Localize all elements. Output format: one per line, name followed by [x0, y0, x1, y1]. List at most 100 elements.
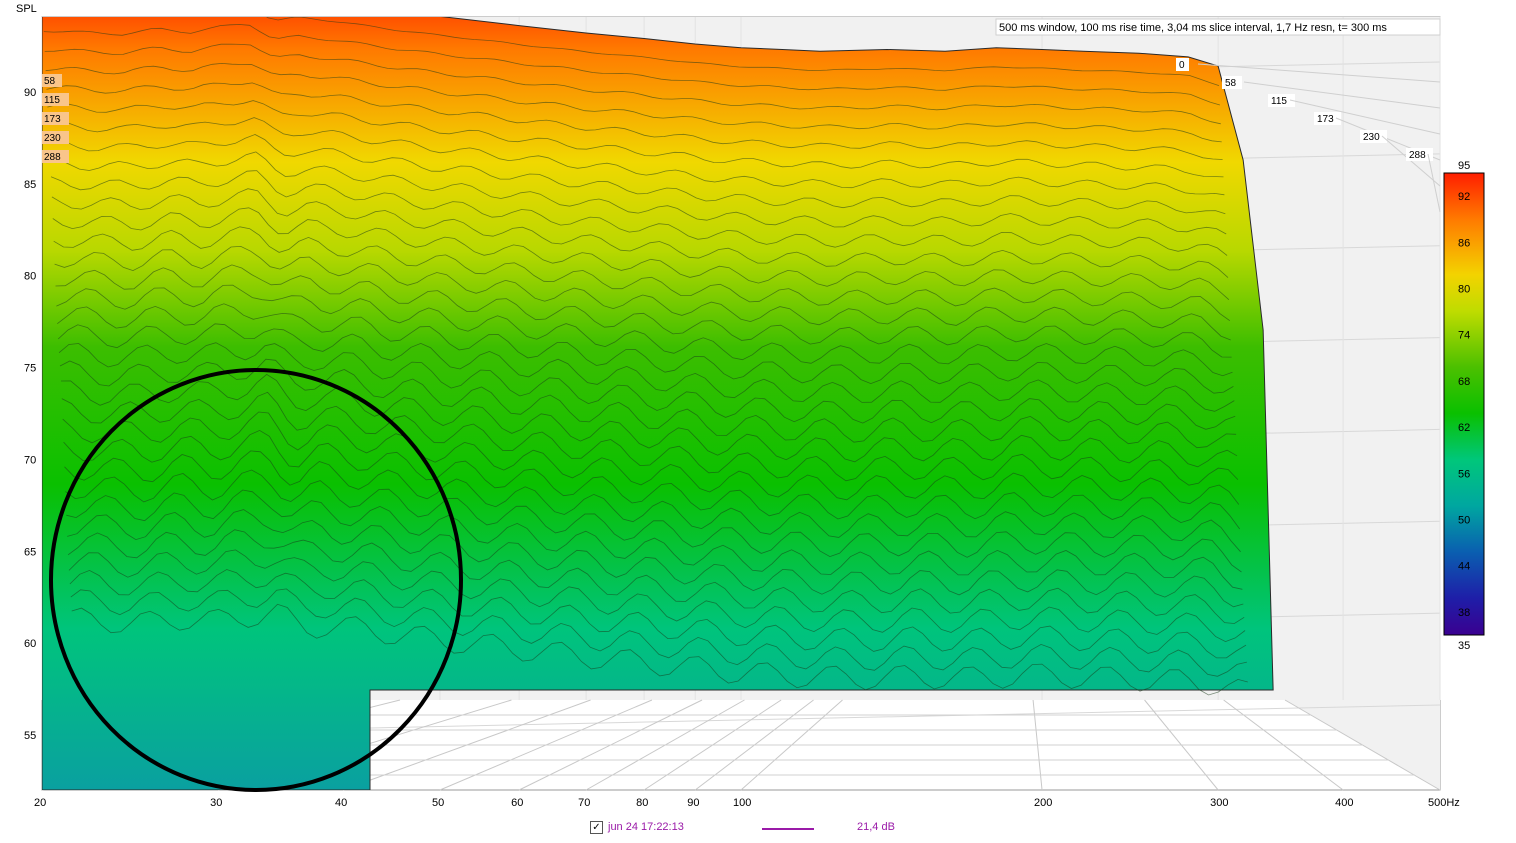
info-box [995, 18, 1441, 36]
x-tick-label: 200 [1034, 797, 1052, 809]
slice-line [46, 82, 1223, 160]
time-mark-box [42, 93, 69, 106]
info-text: 500 ms window, 100 ms rise time, 3,04 ms… [999, 22, 1387, 34]
slice-line [63, 429, 1241, 530]
series-color-swatch [762, 828, 814, 830]
slice-line [57, 323, 1235, 412]
x-tick-label: 20 [34, 797, 46, 809]
time-tick-box [1222, 76, 1242, 89]
y-tick-label: 55 [24, 730, 36, 742]
y-tick-label: 85 [24, 179, 36, 191]
series-checkbox[interactable]: ✓ [590, 821, 603, 834]
colorscale-tick-label: 80 [1458, 284, 1470, 296]
surface-body [42, 17, 1274, 790]
slice-line [48, 117, 1225, 196]
y-tick-label: 80 [24, 271, 36, 283]
slice-line [52, 207, 1230, 300]
slice-line [62, 411, 1240, 505]
slice-contours [43, 17, 1248, 696]
slice-line [67, 529, 1245, 624]
time-tick-box [1176, 58, 1189, 71]
colorscale-tick-label: 62 [1458, 422, 1470, 434]
colorscale-tick-label: 44 [1458, 561, 1470, 573]
time-mark-box [42, 74, 62, 87]
slice-line [53, 226, 1231, 322]
x-tick-label: 50 [432, 797, 444, 809]
time-tick-box [1406, 148, 1433, 161]
time-tick-box [1314, 112, 1341, 125]
time-tick-box [1360, 130, 1387, 143]
colorscale-tick-label: 74 [1458, 330, 1470, 342]
slice-line [55, 264, 1232, 358]
time-axis-ticks: 0 58 115 173 230 288 [1176, 58, 1441, 213]
x-tick-label: 500Hz [1428, 797, 1460, 809]
y-tick-label: 60 [24, 638, 36, 650]
waterfall-surface [42, 17, 1274, 790]
time-grid-line [1427, 153, 1441, 213]
time-mark-label: 173 [44, 114, 61, 125]
time-tick-label: 230 [1363, 132, 1380, 143]
colorscale-tick-label: 92 [1458, 191, 1470, 203]
slice-line [47, 100, 1224, 178]
slice-line [65, 469, 1242, 573]
time-mark-label: 288 [44, 152, 61, 163]
series-level: 21,4 dB [857, 821, 895, 833]
slice-line [67, 509, 1244, 608]
slice-line [51, 188, 1229, 278]
colorscale-tick-label: 56 [1458, 468, 1470, 480]
slice-line [68, 549, 1246, 643]
x-tick-label: 40 [335, 797, 347, 809]
colorscale-tick-label: 86 [1458, 237, 1470, 249]
slice-line [70, 588, 1247, 677]
slice-line [266, 17, 1220, 86]
series-name: jun 24 17:22:13 [608, 821, 684, 833]
time-tick-label: 173 [1317, 114, 1334, 125]
time-grid-line [1243, 81, 1441, 109]
colorscale-tick-label: 50 [1458, 515, 1470, 527]
time-grid-line [1197, 63, 1441, 83]
y-axis-label: SPL [16, 3, 37, 15]
colorscale-bar [1443, 172, 1485, 636]
time-tick-label: 58 [1225, 78, 1237, 89]
time-mark-box [42, 112, 69, 125]
colorscale-min: 35 [1458, 640, 1470, 652]
time-mark-label: 230 [44, 133, 61, 144]
slice-line [64, 450, 1241, 553]
slice-line [49, 134, 1226, 215]
y-tick-label: 65 [24, 546, 36, 558]
annotation-circle [49, 368, 463, 792]
x-tick-label: 60 [511, 797, 523, 809]
slice-line [66, 489, 1243, 590]
time-mark-label: 115 [44, 95, 60, 106]
x-tick-label: 300 [1210, 797, 1228, 809]
slice-line [58, 342, 1236, 430]
time-mark-box [42, 150, 69, 163]
colorscale-max: 95 [1458, 160, 1470, 172]
colorscale-max-box [1444, 158, 1484, 172]
x-tick-label: 70 [578, 797, 590, 809]
x-tick-label: 80 [636, 797, 648, 809]
colorscale-ticks: 92 86 80 74 68 62 56 50 44 38 [1458, 191, 1470, 619]
time-mark-label: 58 [44, 76, 56, 87]
x-tick-label: 90 [687, 797, 699, 809]
y-tick-label: 90 [24, 87, 36, 99]
slice-line [50, 170, 1228, 256]
time-tick-label: 0 [1179, 60, 1185, 71]
slice-line [56, 284, 1233, 377]
time-mark-box [42, 131, 69, 144]
y-tick-label: 70 [24, 454, 36, 466]
y-axis-ticks: 55 60 65 70 75 80 85 90 [24, 87, 36, 742]
slice-line [57, 303, 1234, 394]
slice-line [44, 43, 1221, 125]
slice-line [50, 151, 1227, 235]
x-tick-label: 100 [733, 797, 751, 809]
time-tick-label: 288 [1409, 150, 1426, 161]
time-tick-box [1268, 94, 1295, 107]
time-tick-label: 115 [1271, 96, 1287, 107]
x-axis-ticks: 20 30 40 50 60 70 80 90 100 200 300 400 500Hz [34, 797, 1460, 809]
colorscale-tick-label: 38 [1458, 607, 1470, 619]
y-tick-label: 75 [24, 363, 36, 375]
slice-line [54, 245, 1231, 341]
slice-line [61, 391, 1239, 486]
